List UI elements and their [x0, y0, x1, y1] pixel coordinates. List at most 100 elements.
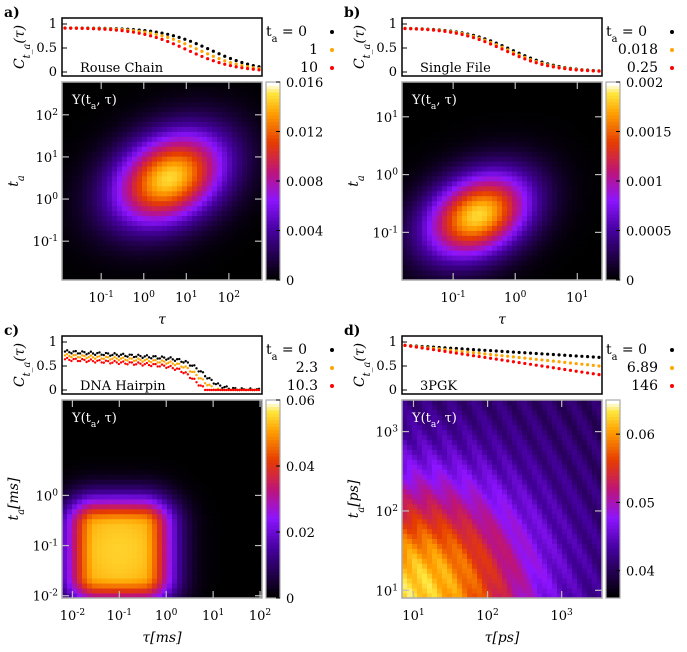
heatmap-cell — [247, 216, 252, 221]
heatmap-cell — [112, 529, 117, 534]
heatmap-cell — [567, 221, 572, 226]
heatmap-cell — [122, 435, 127, 440]
heatmap-cell — [112, 514, 117, 519]
heatmap-cell — [487, 122, 492, 127]
heatmap-cell — [572, 92, 577, 97]
heatmap-cell — [62, 514, 67, 519]
heatmap-cell — [92, 509, 97, 514]
correlation-point — [243, 389, 245, 391]
heatmap-cell — [97, 405, 102, 410]
heatmap-cell — [532, 181, 537, 186]
heatmap-cell — [102, 494, 107, 499]
heatmap-cell — [477, 221, 482, 226]
heatmap-cell — [557, 171, 562, 176]
heatmap-cell — [522, 122, 527, 127]
heatmap-cell — [592, 245, 597, 250]
heatmap-cell — [132, 524, 137, 529]
heatmap-cell — [122, 479, 127, 484]
heatmap-cell — [422, 87, 427, 92]
heatmap-cell — [182, 415, 187, 420]
heatmap-cell — [97, 122, 102, 127]
legend-marker — [330, 366, 334, 370]
heatmap-cell — [67, 504, 72, 509]
heatmap-cell — [427, 166, 432, 171]
heatmap-cell — [147, 420, 152, 425]
heatmap-cell — [537, 181, 542, 186]
heatmap-cell — [497, 181, 502, 186]
heatmap-cell — [142, 549, 147, 554]
heatmap-cell — [462, 122, 467, 127]
heatmap-cell — [592, 146, 597, 151]
heatmap-cell — [482, 161, 487, 166]
heatmap-cell — [107, 196, 112, 201]
heatmap-cell — [132, 151, 137, 156]
heatmap-cell — [112, 151, 117, 156]
heatmap-cell — [562, 151, 567, 156]
heatmap-cell — [247, 211, 252, 216]
heatmap-cell — [252, 231, 257, 236]
heatmap-cell — [522, 136, 527, 141]
heatmap-cell — [237, 171, 242, 176]
heatmap-cell — [522, 161, 527, 166]
heatmap-cell — [202, 250, 207, 255]
heatmap-cell — [217, 245, 222, 250]
correlation-point — [105, 360, 107, 362]
correlation-point — [137, 354, 139, 356]
heatmap-cell — [167, 578, 172, 583]
legend-marker — [330, 66, 334, 70]
heatmap-cell — [62, 410, 67, 415]
heatmap-cell — [107, 146, 112, 151]
heatmap-cell — [142, 514, 147, 519]
heatmap-cell — [92, 524, 97, 529]
heatmap-cell — [117, 127, 122, 132]
heatmap-cell — [92, 539, 97, 544]
heatmap-cell — [162, 127, 167, 132]
heatmap-cell — [97, 196, 102, 201]
correlation-point — [240, 66, 243, 69]
correlation-point — [569, 68, 572, 71]
heatmap-cell — [77, 405, 82, 410]
heatmap-cell — [132, 494, 137, 499]
heatmap-cell — [447, 235, 452, 240]
heatmap-cell — [202, 260, 207, 265]
heatmap-cell — [482, 226, 487, 231]
heatmap-cell — [82, 484, 87, 489]
heatmap-cell — [432, 122, 437, 127]
heatmap-cell — [177, 270, 182, 275]
heatmap-cell — [187, 231, 192, 236]
heatmap-cell — [432, 270, 437, 275]
heatmap-cell — [122, 509, 127, 514]
heatmap-cell — [457, 211, 462, 216]
heatmap-cell — [157, 270, 162, 275]
heatmap-xlabel: τ — [498, 312, 506, 328]
heatmap-cell — [97, 568, 102, 573]
heatmap-cell — [472, 191, 477, 196]
heatmap-cell — [152, 549, 157, 554]
correlation-ylabel: Ct_a(τ) — [12, 343, 33, 387]
heatmap-cell — [212, 265, 217, 270]
heatmap-cell — [152, 464, 157, 469]
correlation-point — [152, 363, 154, 365]
heatmap-cell — [137, 450, 142, 455]
heatmap-cell — [422, 82, 427, 87]
heatmap-cell — [472, 226, 477, 231]
heatmap-cell — [412, 216, 417, 221]
heatmap-cell — [482, 206, 487, 211]
correlation-ylabel: Ct_a(τ) — [352, 25, 373, 69]
heatmap-cell — [162, 112, 167, 117]
heatmap-cell — [92, 459, 97, 464]
heatmap-cell — [162, 425, 167, 430]
heatmap-cell — [502, 186, 507, 191]
heatmap-cell — [157, 112, 162, 117]
colorbar-step — [266, 260, 280, 264]
heatmap-cell — [102, 87, 107, 92]
correlation-point — [92, 27, 95, 30]
heatmap-cell — [222, 240, 227, 245]
heatmap-cell — [557, 270, 562, 275]
heatmap-cell — [197, 186, 202, 191]
heatmap-cell — [407, 245, 412, 250]
heatmap-cell — [62, 544, 67, 549]
correlation-point — [223, 63, 226, 66]
heatmap-cell — [592, 136, 597, 141]
heatmap-cell — [122, 206, 127, 211]
